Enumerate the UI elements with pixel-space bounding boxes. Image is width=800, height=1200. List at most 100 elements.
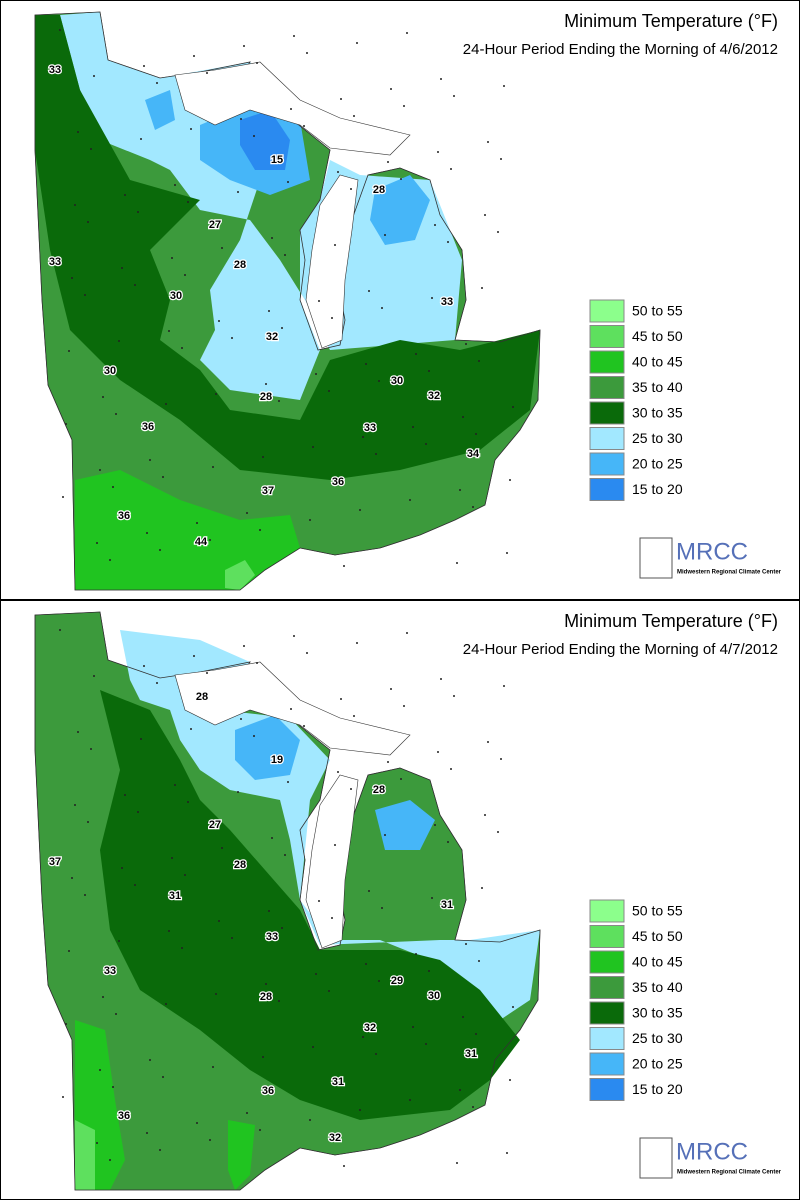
station-dot bbox=[343, 565, 345, 567]
station-dot bbox=[140, 138, 142, 140]
station-dot bbox=[181, 947, 183, 949]
station-dot bbox=[375, 453, 377, 455]
station-label: 31 bbox=[441, 899, 453, 911]
station-dot bbox=[284, 854, 286, 856]
station-dot bbox=[484, 214, 486, 216]
station-dot bbox=[450, 168, 452, 170]
station-dot bbox=[168, 930, 170, 932]
station-dot bbox=[184, 274, 186, 276]
station-dot bbox=[318, 300, 320, 302]
lake bbox=[305, 174, 359, 349]
station-dot bbox=[375, 1053, 377, 1055]
station-dot bbox=[284, 254, 286, 256]
station-dot bbox=[243, 45, 245, 47]
station-dot bbox=[259, 1129, 261, 1131]
station-dot bbox=[243, 645, 245, 647]
station-dot bbox=[137, 211, 139, 213]
station-dot bbox=[99, 469, 101, 471]
station-dot bbox=[318, 900, 320, 902]
station-dot bbox=[350, 788, 352, 790]
logo-caption: Midwestern Regional Climate Center bbox=[677, 1170, 782, 1176]
station-dot bbox=[406, 632, 408, 634]
station-label: 33 bbox=[49, 64, 61, 76]
station-dot bbox=[390, 688, 392, 690]
station-dot bbox=[109, 559, 111, 561]
temperature-region bbox=[240, 110, 290, 170]
station-dot bbox=[143, 665, 145, 667]
station-dot bbox=[102, 996, 104, 998]
logo-name: MRCC bbox=[676, 1138, 748, 1165]
station-dot bbox=[312, 446, 314, 448]
station-dot bbox=[156, 682, 158, 684]
station-dot bbox=[450, 768, 452, 770]
station-dot bbox=[350, 188, 352, 190]
station-label: 33 bbox=[266, 931, 278, 943]
station-dot bbox=[415, 353, 417, 355]
station-dot bbox=[246, 512, 248, 514]
legend-swatch bbox=[589, 925, 625, 948]
station-dot bbox=[334, 844, 336, 846]
station-dot bbox=[440, 678, 442, 680]
station-dot bbox=[196, 1122, 198, 1124]
station-dot bbox=[334, 244, 336, 246]
station-dot bbox=[190, 128, 192, 130]
station-dot bbox=[387, 161, 389, 163]
station-label: 32 bbox=[329, 1132, 341, 1144]
station-dot bbox=[124, 194, 126, 196]
map-panel: Minimum Temperature (°F) 24-Hour Period E… bbox=[0, 0, 800, 600]
station-dot bbox=[475, 1033, 477, 1035]
station-dot bbox=[118, 940, 120, 942]
station-dot bbox=[412, 1026, 414, 1028]
station-dot bbox=[268, 310, 270, 312]
station-dot bbox=[165, 403, 167, 405]
station-dot bbox=[353, 715, 355, 717]
station-dot bbox=[215, 393, 217, 395]
station-dot bbox=[481, 887, 483, 889]
station-dot bbox=[193, 655, 195, 657]
station-dot bbox=[234, 864, 236, 866]
station-dot bbox=[77, 731, 79, 733]
lake bbox=[174, 661, 411, 756]
station-dot bbox=[356, 42, 358, 44]
station-dot bbox=[112, 1086, 114, 1088]
temperature-region bbox=[235, 715, 300, 780]
legend-label: 45 to 50 bbox=[632, 928, 683, 944]
station-dot bbox=[59, 629, 61, 631]
station-dot bbox=[503, 85, 505, 87]
station-label: 33 bbox=[49, 256, 61, 268]
temperature-region bbox=[35, 15, 540, 480]
station-dot bbox=[143, 65, 145, 67]
station-dot bbox=[409, 1099, 411, 1101]
legend-swatch bbox=[589, 1001, 625, 1025]
station-label: 36 bbox=[262, 1085, 274, 1097]
station-dot bbox=[115, 1013, 117, 1015]
temperature-region bbox=[145, 90, 175, 130]
station-dot bbox=[221, 847, 223, 849]
station-label: 32 bbox=[428, 390, 440, 402]
station-dot bbox=[465, 343, 467, 345]
station-dot bbox=[237, 191, 239, 193]
station-dot bbox=[71, 277, 73, 279]
station-label: 27 bbox=[209, 219, 221, 231]
station-dot bbox=[84, 894, 86, 896]
station-dot bbox=[400, 778, 402, 780]
station-dot bbox=[359, 1109, 361, 1111]
station-dot bbox=[293, 635, 295, 637]
station-dot bbox=[124, 794, 126, 796]
station-dot bbox=[256, 62, 258, 64]
station-dot bbox=[434, 224, 436, 226]
station-label: 28 bbox=[373, 784, 385, 796]
station-dot bbox=[121, 267, 123, 269]
station-dot bbox=[353, 115, 355, 117]
station-dot bbox=[447, 241, 449, 243]
station-dot bbox=[290, 708, 292, 710]
station-label: 28 bbox=[234, 259, 246, 271]
station-label: 32 bbox=[266, 331, 278, 343]
station-dot bbox=[437, 151, 439, 153]
station-dot bbox=[425, 443, 427, 445]
station-dot bbox=[406, 32, 408, 34]
station-dot bbox=[431, 897, 433, 899]
legend-swatch bbox=[589, 1027, 625, 1050]
station-label: 32 bbox=[364, 1022, 376, 1034]
station-label: 36 bbox=[142, 421, 154, 433]
